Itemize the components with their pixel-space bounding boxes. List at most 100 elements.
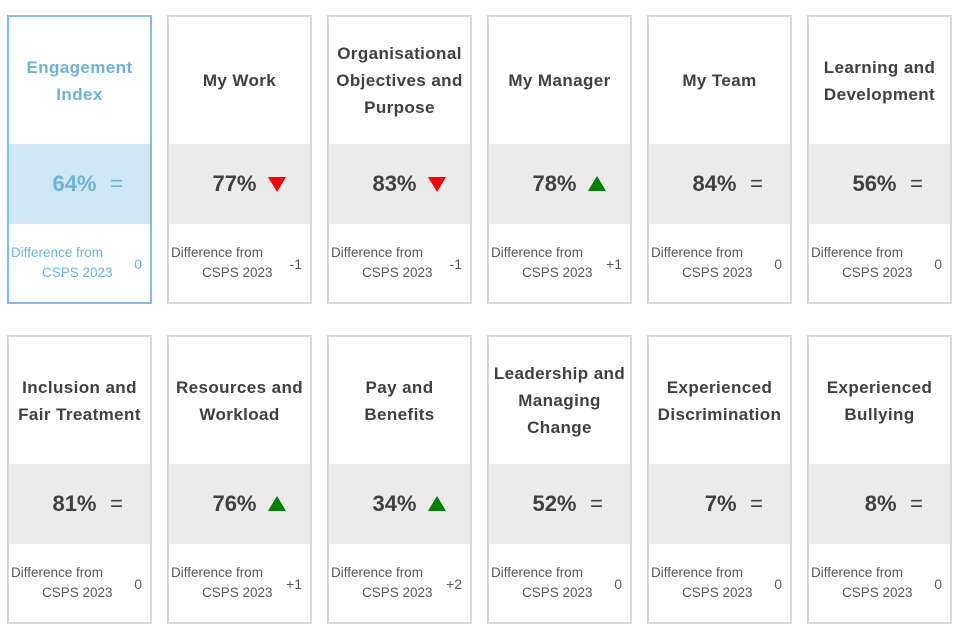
card-title: Resources and Workload [175,377,304,424]
card-score-band: 64% = [9,144,150,224]
card-difference: Difference from CSPS 2023 0 [649,224,790,302]
scorecard-grid: Engagement Index 64% = Difference from C… [7,15,953,624]
card-score: 34% [372,491,417,516]
card-title: Engagement Index [26,57,133,104]
card-score-band: 34% [329,464,470,544]
card-difference: Difference from CSPS 2023 0 [649,544,790,622]
card-difference: Difference from CSPS 2023 -1 [329,224,470,302]
difference-label-line2: CSPS 2023 [42,585,113,600]
card-difference: Difference from CSPS 2023 +1 [489,224,630,302]
difference-label-line2: CSPS 2023 [522,265,593,280]
difference-value: 0 [134,576,142,592]
card-difference: Difference from CSPS 2023 0 [809,544,950,622]
card-score-band: 52% = [489,464,630,544]
card-title: My Work [202,71,277,90]
card-title: Inclusion and Fair Treatment [18,377,141,424]
card-learning-and-development: Learning and Development 56% = Differenc… [807,15,952,304]
difference-label: Difference from CSPS 2023 [811,563,913,603]
card-title: My Team [682,71,757,90]
card-score-band: 83% [329,144,470,224]
triangle-up-icon [417,496,457,512]
difference-label: Difference from CSPS 2023 [811,243,913,283]
difference-label: Difference from CSPS 2023 [171,563,273,603]
difference-label-line2: CSPS 2023 [362,585,433,600]
equals-icon: = [110,171,123,196]
card-difference: Difference from CSPS 2023 +1 [169,544,310,622]
card-score: 83% [372,171,417,196]
equals-icon: = [910,171,923,196]
difference-value: -1 [289,256,302,272]
difference-label-line1: Difference from [651,565,744,580]
equals-icon: = [110,491,123,516]
card-score-band: 8% = [809,464,950,544]
card-score: 64% [52,171,97,196]
difference-value: +2 [446,576,462,592]
difference-value: 0 [774,576,782,592]
triangle-up-icon [257,496,297,512]
card-difference: Difference from CSPS 2023 -1 [169,224,310,302]
difference-label: Difference from CSPS 2023 [11,243,113,283]
difference-label-line1: Difference from [11,245,104,260]
difference-label-line1: Difference from [651,245,744,260]
card-score-band: 81% = [9,464,150,544]
scorecard-row-2: Inclusion and Fair Treatment 81% = Diffe… [7,335,953,624]
card-pay-and-benefits: Pay and Benefits 34% Difference from CSP… [327,335,472,624]
card-score: 7% [704,491,737,516]
card-my-manager: My Manager 78% Difference from CSPS 2023… [487,15,632,304]
difference-label: Difference from CSPS 2023 [651,243,753,283]
scorecard-row-1: Engagement Index 64% = Difference from C… [7,15,953,304]
card-score: 76% [212,491,257,516]
difference-label: Difference from CSPS 2023 [651,563,753,603]
difference-value: -1 [449,256,462,272]
card-title: Experienced Discrimination [657,377,782,424]
difference-label-line1: Difference from [171,565,264,580]
difference-label-line1: Difference from [331,245,424,260]
equals-icon: = [750,171,763,196]
card-difference: Difference from CSPS 2023 0 [9,544,150,622]
difference-value: +1 [606,256,622,272]
difference-value: 0 [614,576,622,592]
card-score-band: 7% = [649,464,790,544]
difference-label-line2: CSPS 2023 [202,585,273,600]
triangle-down-icon [417,176,457,192]
card-score: 8% [864,491,897,516]
equals-icon: = [750,491,763,516]
difference-value: 0 [934,256,942,272]
difference-value: +1 [286,576,302,592]
card-score-band: 77% [169,144,310,224]
card-score: 52% [532,491,577,516]
equals-icon: = [590,491,603,516]
difference-value: 0 [774,256,782,272]
difference-label-line2: CSPS 2023 [842,585,913,600]
difference-label-line1: Difference from [491,565,584,580]
difference-label: Difference from CSPS 2023 [331,563,433,603]
difference-label-line2: CSPS 2023 [362,265,433,280]
equals-icon: = [910,491,923,516]
difference-label-line2: CSPS 2023 [682,265,753,280]
triangle-up-icon [577,176,617,192]
difference-label-line1: Difference from [491,245,584,260]
card-score: 81% [52,491,97,516]
card-experienced-discrimination: Experienced Discrimination 7% = Differen… [647,335,792,624]
difference-value: 0 [934,576,942,592]
card-engagement-index: Engagement Index 64% = Difference from C… [7,15,152,304]
difference-label-line1: Difference from [811,245,904,260]
card-title: Pay and Benefits [364,377,435,424]
difference-label-line2: CSPS 2023 [842,265,913,280]
card-inclusion-and-fair-treatment: Inclusion and Fair Treatment 81% = Diffe… [7,335,152,624]
card-title: Organisational Objectives and Purpose [336,44,463,117]
difference-label-line1: Difference from [171,245,264,260]
card-score: 77% [212,171,257,196]
card-title: Experienced Bullying [826,377,933,424]
card-title: Leadership and Managing Change [493,364,626,437]
difference-value: 0 [134,256,142,272]
card-my-work: My Work 77% Difference from CSPS 2023 -1 [167,15,312,304]
card-score-band: 76% [169,464,310,544]
card-title: Learning and Development [823,57,936,104]
card-score-band: 84% = [649,144,790,224]
difference-label: Difference from CSPS 2023 [491,563,593,603]
difference-label-line1: Difference from [11,565,104,580]
card-difference: Difference from CSPS 2023 0 [9,224,150,302]
difference-label-line1: Difference from [331,565,424,580]
difference-label-line1: Difference from [811,565,904,580]
